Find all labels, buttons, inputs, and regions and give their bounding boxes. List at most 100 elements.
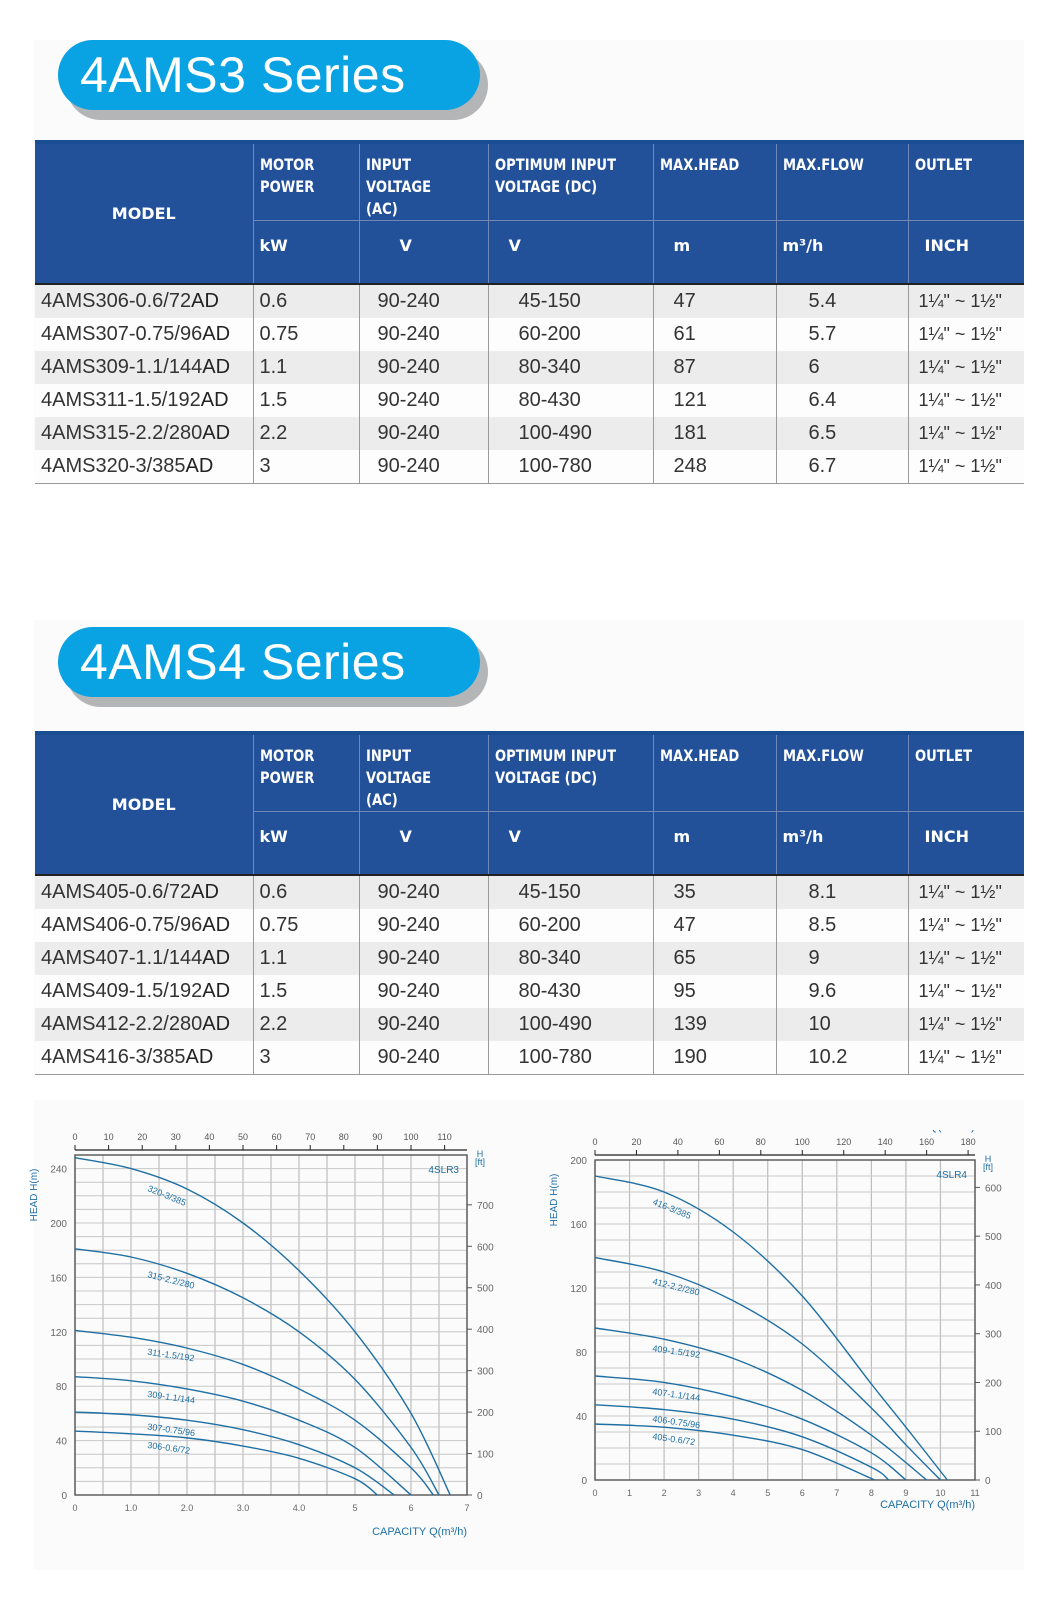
curve-407-1.1/144 — [594, 1375, 907, 1481]
svg-text:80: 80 — [576, 1348, 588, 1359]
table-row: 4AMS405-0.6/72AD 0.6 90-240 45-150 35 8.1 1¼" … — [35, 875, 1024, 909]
dc-voltage-cell: 60-200 — [487, 318, 653, 351]
model-suffix: AD — [202, 1013, 231, 1035]
svg-text:0: 0 — [61, 1491, 67, 1502]
svg-text:200: 200 — [50, 1219, 67, 1230]
max-flow-cell: 8.5 — [775, 909, 908, 942]
max-flow-cell: 6.5 — [775, 417, 908, 450]
dc-voltage-cell: 80-340 — [487, 351, 653, 384]
series-title: 4AMS3 Series — [58, 40, 480, 110]
svg-text:0: 0 — [592, 1488, 597, 1498]
charts-panel — [34, 1100, 1024, 1570]
model-cell: 4AMS309-1.1/144AD — [35, 351, 253, 384]
model-cell: 4AMS306-0.6/72AD — [35, 284, 253, 318]
curve-409-1.5/192 — [594, 1327, 928, 1481]
unit-m: m — [652, 220, 776, 284]
model-name: 4AMS406-0.75/96 — [41, 914, 203, 936]
svg-text:160: 160 — [570, 1220, 587, 1231]
max-flow-cell: 9.6 — [775, 975, 908, 1008]
svg-text:4.0: 4.0 — [293, 1503, 306, 1513]
col-header-max-head: MAX.HEAD — [652, 142, 776, 221]
svg-text:10: 10 — [104, 1132, 114, 1142]
model-suffix: AD — [202, 422, 231, 444]
curve-label: 309-1.1/144 — [147, 1389, 196, 1406]
curve-label: 315-2.2/280 — [147, 1269, 196, 1290]
dc-voltage-cell: 80-340 — [487, 942, 653, 975]
dc-voltage-cell: 45-150 — [487, 284, 653, 318]
outlet-cell: 1¼" ~ 1½" — [907, 875, 1024, 909]
svg-text:60: 60 — [272, 1132, 282, 1142]
svg-text:30: 30 — [171, 1132, 181, 1142]
svg-text:240: 240 — [50, 1165, 67, 1176]
svg-text:200: 200 — [570, 1156, 587, 1167]
curve-306-0.6/72 — [74, 1430, 378, 1496]
svg-text:500: 500 — [985, 1232, 1002, 1243]
svg-text:11: 11 — [970, 1488, 979, 1498]
table-row: 4AMS409-1.5/192AD 1.5 90-240 80-430 95 9.6 1¼"… — [35, 975, 1024, 1008]
svg-text:110: 110 — [437, 1132, 451, 1142]
max-head-cell: 139 — [652, 1008, 776, 1041]
power-cell: 1.1 — [252, 942, 359, 975]
curve-412-2.2/280 — [594, 1256, 941, 1481]
max-head-cell: 181 — [652, 417, 776, 450]
max-head-cell: 61 — [652, 318, 776, 351]
svg-text:300: 300 — [477, 1367, 494, 1378]
outlet-cell: 1¼" ~ 1½" — [907, 909, 1024, 942]
model-name: 4AMS306-0.6/72 — [41, 290, 192, 312]
svg-text:5: 5 — [765, 1488, 770, 1498]
curve-416-3/385 — [594, 1175, 948, 1481]
model-cell: 4AMS320-3/385AD — [35, 450, 253, 484]
svg-text:3: 3 — [696, 1488, 701, 1498]
dc-voltage-cell: 60-200 — [487, 909, 653, 942]
table-row: 4AMS416-3/385AD 3 90-240 100-780 190 10.2 1¼" … — [35, 1041, 1024, 1075]
svg-text:0: 0 — [477, 1491, 483, 1502]
model-name: 4AMS407-1.1/144 — [41, 947, 203, 969]
model-cell: 4AMS315-2.2/280AD — [35, 417, 253, 450]
svg-text:40: 40 — [204, 1132, 214, 1142]
svg-text:9: 9 — [903, 1488, 908, 1498]
col-header-optimum-voltage: OPTIMUM INPUT VOLTAGE (DC) — [487, 142, 653, 221]
outlet-cell: 1¼" ~ 1½" — [907, 284, 1024, 318]
curve-label: 306-0.6/72 — [147, 1440, 191, 1456]
model-name: 4AMS315-2.2/280 — [41, 422, 203, 444]
chart-model-tag: 4SLR4 — [936, 1170, 967, 1181]
outlet-cell: 1¼" ~ 1½" — [907, 942, 1024, 975]
col-header-model: MODEL — [35, 142, 253, 284]
svg-text:80: 80 — [756, 1137, 766, 1147]
svg-text:80: 80 — [339, 1132, 349, 1142]
unit-v-dc: V — [487, 811, 653, 875]
curve-label: 416-3/385 — [651, 1197, 692, 1221]
performance-chart-4slr3: 0102030405060708090100110Q(L/min)01.02.0… — [29, 1132, 494, 1538]
power-cell: 2.2 — [252, 417, 359, 450]
model-name: 4AMS307-0.75/96 — [41, 323, 203, 345]
model-suffix: AD — [191, 290, 219, 312]
ac-voltage-cell: 90-240 — [358, 450, 488, 484]
ac-voltage-cell: 90-240 — [358, 1008, 488, 1041]
svg-text:400: 400 — [985, 1281, 1002, 1292]
ac-voltage-cell: 90-240 — [358, 909, 488, 942]
model-name: 4AMS412-2.2/280 — [41, 1013, 203, 1035]
max-head-cell: 65 — [652, 942, 776, 975]
model-name: 4AMS320-3/385 — [41, 455, 186, 477]
unit-inch: INCH — [907, 811, 1024, 875]
grid — [74, 1154, 468, 1496]
svg-text:80: 80 — [56, 1382, 68, 1393]
model-name: 4AMS311-1.5/192 — [41, 389, 201, 411]
svg-text:3.0: 3.0 — [237, 1503, 250, 1513]
dc-voltage-cell: 45-150 — [487, 875, 653, 909]
svg-text:7: 7 — [834, 1488, 839, 1498]
svg-text:600: 600 — [985, 1183, 1002, 1194]
model-suffix: AD — [200, 389, 229, 411]
outlet-cell: 1¼" ~ 1½" — [907, 975, 1024, 1008]
svg-text:10: 10 — [935, 1488, 945, 1498]
svg-text:400: 400 — [477, 1325, 494, 1336]
max-head-cell: 248 — [652, 450, 776, 484]
svg-text:0: 0 — [72, 1132, 77, 1142]
col-header-motor-power: MOTOR POWER — [252, 142, 359, 221]
svg-text:120: 120 — [836, 1137, 851, 1147]
x-axis-label: CAPACITY Q(m³/h) — [372, 1526, 467, 1538]
y-axis-label: HEAD H(m) — [549, 1174, 560, 1227]
model-name: 4AMS309-1.1/144 — [41, 356, 203, 378]
max-flow-cell: 5.4 — [775, 284, 908, 318]
dc-voltage-cell: 100-780 — [487, 450, 653, 484]
